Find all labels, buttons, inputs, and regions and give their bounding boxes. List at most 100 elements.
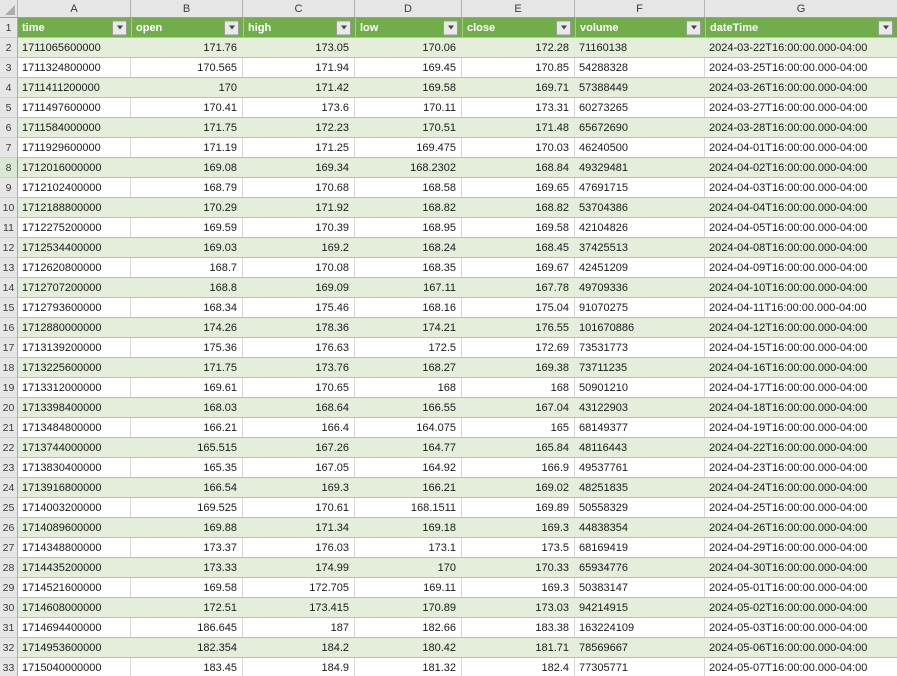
table-cell[interactable]: 187 — [243, 618, 355, 637]
table-cell[interactable]: 2024-04-04T16:00:00.000-04:00 — [709, 201, 868, 214]
table-cell[interactable]: 2024-04-17T16:00:00.000-04:00 — [709, 381, 868, 394]
table-cell[interactable]: 178.36 — [315, 321, 349, 334]
table-cell[interactable]: 170 — [218, 81, 237, 94]
table-cell[interactable]: 1713398400000 — [22, 401, 102, 414]
table-cell[interactable]: 173.31 — [462, 98, 575, 117]
table-cell[interactable]: 168 — [462, 378, 575, 397]
table-cell[interactable]: 169.3 — [462, 578, 575, 597]
table-cell[interactable]: 169.59 — [131, 218, 243, 237]
table-cell[interactable]: 171.76 — [203, 41, 237, 54]
table-cell[interactable]: 169.525 — [131, 498, 243, 517]
table-cell[interactable]: 1712188800000 — [22, 201, 102, 214]
row-header[interactable]: 15 — [0, 298, 18, 318]
table-cell[interactable]: 2024-05-01T16:00:00.000-04:00 — [709, 581, 868, 594]
table-cell[interactable]: 169.88 — [203, 521, 237, 534]
table-cell[interactable]: 167.05 — [243, 458, 355, 477]
table-cell[interactable]: 169.3 — [321, 481, 349, 494]
table-cell[interactable]: 173.76 — [315, 361, 349, 374]
row-header[interactable]: 12 — [0, 238, 18, 258]
table-cell[interactable]: 49709336 — [579, 281, 628, 294]
table-cell[interactable]: 170.33 — [535, 561, 569, 574]
table-cell[interactable]: 173.37 — [131, 538, 243, 557]
row-header[interactable]: 23 — [0, 458, 18, 478]
table-cell[interactable]: 173.5 — [462, 538, 575, 557]
table-cell[interactable]: 170.39 — [243, 218, 355, 237]
row-header[interactable]: 32 — [0, 638, 18, 658]
table-cell[interactable]: 168.79 — [131, 178, 243, 197]
filter-button-open[interactable] — [224, 20, 239, 35]
table-cell[interactable]: 186.645 — [131, 618, 243, 637]
table-cell[interactable]: 171.92 — [315, 201, 349, 214]
header-cell-time[interactable]: time — [18, 18, 131, 37]
table-cell[interactable]: 1714348800000 — [18, 538, 131, 557]
table-cell[interactable]: 175.36 — [131, 338, 243, 357]
table-cell[interactable]: 171.34 — [315, 521, 349, 534]
table-cell[interactable]: 68169419 — [575, 538, 705, 557]
table-cell[interactable]: 169.65 — [462, 178, 575, 197]
filter-button-volume[interactable] — [686, 20, 701, 35]
table-cell[interactable]: 170.08 — [243, 258, 355, 277]
table-cell[interactable]: 54288328 — [575, 58, 705, 77]
table-cell[interactable]: 182.354 — [197, 641, 237, 654]
table-cell[interactable]: 166.9 — [462, 458, 575, 477]
table-cell[interactable]: 44838354 — [579, 521, 628, 534]
table-cell[interactable]: 94214915 — [579, 601, 628, 614]
column-header-B[interactable]: B — [131, 0, 243, 17]
table-cell[interactable]: 1714521600000 — [18, 578, 131, 597]
table-cell[interactable]: 168.1511 — [355, 498, 462, 517]
row-header[interactable]: 14 — [0, 278, 18, 298]
table-cell[interactable]: 2024-04-29T16:00:00.000-04:00 — [709, 541, 868, 554]
table-cell[interactable]: 1713484800000 — [18, 418, 131, 437]
table-cell[interactable]: 176.03 — [243, 538, 355, 557]
table-cell[interactable]: 168.16 — [355, 298, 462, 317]
table-cell[interactable]: 173.415 — [309, 601, 349, 614]
table-cell[interactable]: 169.18 — [422, 521, 456, 534]
table-cell[interactable]: 60273265 — [575, 98, 705, 117]
table-cell[interactable]: 2024-04-26T16:00:00.000-04:00 — [709, 521, 868, 534]
table-cell[interactable]: 2024-04-02T16:00:00.000-04:00 — [709, 161, 868, 174]
table-cell[interactable]: 175.46 — [243, 298, 355, 317]
table-cell[interactable]: 170.06 — [422, 41, 456, 54]
header-cell-high[interactable]: high — [243, 18, 355, 37]
column-header-G[interactable]: G — [796, 2, 806, 15]
table-cell[interactable]: 166.54 — [203, 481, 237, 494]
table-cell[interactable]: 2024-03-28T16:00:00.000-04:00 — [709, 121, 868, 134]
table-cell[interactable]: 1711584000000 — [22, 121, 101, 134]
row-header[interactable]: 22 — [0, 438, 18, 458]
row-header[interactable]: 5 — [0, 98, 18, 118]
table-cell[interactable]: 2024-05-06T16:00:00.000-04:00 — [709, 641, 868, 654]
table-cell[interactable]: 167.11 — [423, 281, 456, 294]
table-cell[interactable]: 2024-03-22T16:00:00.000-04:00 — [709, 41, 868, 54]
table-cell[interactable]: 166.55 — [422, 401, 456, 414]
row-header[interactable]: 6 — [0, 118, 18, 138]
table-cell[interactable]: 166.4 — [243, 418, 355, 437]
table-cell[interactable]: 1711324800000 — [18, 58, 131, 77]
table-cell[interactable]: 166.21 — [131, 418, 243, 437]
table-cell[interactable]: 174.21 — [422, 321, 456, 334]
table-cell[interactable]: 42104826 — [575, 218, 705, 237]
table-cell[interactable]: 183.38 — [462, 618, 575, 637]
table-cell[interactable]: 170.68 — [243, 178, 355, 197]
table-cell[interactable]: 169.58 — [131, 578, 243, 597]
table-cell[interactable]: 168.8 — [209, 281, 237, 294]
table-cell[interactable]: 1713139200000 — [18, 338, 131, 357]
column-header-A[interactable]: A — [18, 0, 131, 17]
header-cell-dateTime[interactable]: dateTime — [705, 18, 897, 37]
row-header[interactable]: 4 — [0, 78, 18, 98]
row-header[interactable]: 24 — [0, 478, 18, 498]
table-cell[interactable]: 171.94 — [243, 58, 355, 77]
table-cell[interactable]: 2024-04-01T16:00:00.000-04:00 — [709, 141, 868, 154]
table-cell[interactable]: 170.89 — [422, 601, 456, 614]
table-cell[interactable]: 170.11 — [355, 98, 462, 117]
table-cell[interactable]: 168.03 — [203, 401, 237, 414]
table-cell[interactable]: 2024-04-16T16:00:00.000-04:00 — [709, 361, 868, 374]
table-cell[interactable]: 101670886 — [579, 321, 635, 334]
table-cell[interactable]: 2024-04-11T16:00:00.000-04:00 — [709, 301, 867, 314]
table-cell[interactable]: 169.71 — [535, 81, 569, 94]
row-header[interactable]: 25 — [0, 498, 18, 518]
table-cell[interactable]: 1714953600000 — [22, 641, 102, 654]
table-cell[interactable]: 2024-04-03T16:00:00.000-04:00 — [709, 181, 868, 194]
table-cell[interactable]: 50383147 — [575, 578, 705, 597]
table-cell[interactable]: 2024-05-02T16:00:00.000-04:00 — [709, 601, 868, 614]
filter-button-dateTime[interactable] — [878, 20, 893, 35]
